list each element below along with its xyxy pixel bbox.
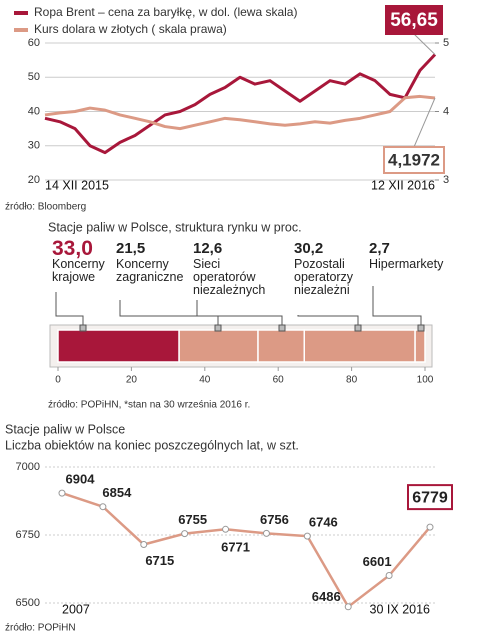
y-tick-label: 40 bbox=[28, 105, 40, 117]
x-tick-label: 30 IX 2016 bbox=[370, 602, 431, 616]
connector bbox=[55, 292, 84, 328]
x-tick-label: 0 bbox=[55, 375, 61, 386]
x-tick-label: 100 bbox=[417, 375, 434, 386]
x-tick-label: 40 bbox=[199, 375, 211, 386]
data-label: 6486 bbox=[312, 589, 341, 604]
y2-tick-label: 3 bbox=[443, 174, 449, 186]
source: źródło: POPiHN bbox=[5, 623, 76, 634]
legend-label: Ropa Brent – cena za baryłkę, w dol. (le… bbox=[34, 5, 297, 19]
source: źródło: Bloomberg bbox=[5, 202, 86, 213]
chart-title: Stacje paliw w Polsce bbox=[5, 422, 125, 436]
point bbox=[58, 489, 66, 497]
value-label: 4,1972 bbox=[388, 150, 440, 169]
point bbox=[385, 572, 393, 580]
segment-label: 2,7 Hipermarkety bbox=[369, 240, 449, 271]
legend-label: Kurs dolara w złotych ( skala prawa) bbox=[34, 22, 227, 36]
point bbox=[303, 532, 311, 540]
segment-label: 30,2 Pozostali operatorzy niezależni bbox=[294, 240, 360, 297]
data-label: 6715 bbox=[145, 553, 174, 568]
point bbox=[426, 523, 434, 531]
connector bbox=[196, 300, 283, 328]
label-leader bbox=[413, 97, 436, 148]
segment-value: 2,7 bbox=[369, 240, 390, 257]
segment-label: 21,5 Koncerny zagraniczne bbox=[116, 240, 188, 284]
value-label-box bbox=[407, 484, 453, 511]
y2-tick-label: 5 bbox=[443, 37, 449, 49]
connector bbox=[372, 286, 422, 328]
segment-name: Hipermarkety bbox=[369, 257, 444, 271]
value-label-box bbox=[383, 146, 445, 174]
bar-segment bbox=[257, 329, 306, 363]
connector-marker bbox=[278, 324, 286, 332]
segment-label: 33,0 Koncerny krajowe bbox=[52, 237, 112, 284]
x-tick-label: 80 bbox=[346, 375, 358, 386]
segment-value: 33,0 bbox=[52, 237, 93, 260]
y-tick-label: 20 bbox=[28, 174, 40, 186]
data-label: 6904 bbox=[66, 472, 96, 487]
data-label: 6771 bbox=[221, 540, 250, 555]
data-line bbox=[44, 53, 437, 155]
value-label-box bbox=[385, 5, 443, 35]
segment-name: Sieci operatorów niezależnych bbox=[193, 257, 266, 297]
y-tick-label: 6750 bbox=[16, 529, 40, 541]
x-tick-label: 12 XII 2016 bbox=[371, 178, 435, 192]
bar-segment bbox=[414, 329, 426, 363]
data-label: 6854 bbox=[102, 485, 132, 500]
segment-name: Koncerny krajowe bbox=[52, 257, 105, 284]
chart-title: Stacje paliw w Polsce, struktura rynku w… bbox=[48, 220, 302, 234]
data-label: 6755 bbox=[178, 512, 207, 527]
y-tick-label: 60 bbox=[28, 37, 40, 49]
source: źródło: POPiHN, *stan na 30 września 201… bbox=[48, 400, 250, 411]
x-tick-label: 20 bbox=[126, 375, 138, 386]
connector bbox=[119, 300, 219, 328]
segment-label: 12,6 Sieci operatorów niezależnych bbox=[193, 240, 283, 297]
segment-value: 12,6 bbox=[193, 240, 223, 257]
y-tick-label: 30 bbox=[28, 140, 40, 152]
segment-name: Pozostali operatorzy niezależni bbox=[294, 257, 354, 297]
connector bbox=[297, 315, 359, 328]
data-label: 6746 bbox=[309, 515, 338, 530]
connector-marker bbox=[417, 324, 425, 332]
data-label: 6601 bbox=[363, 554, 392, 569]
point bbox=[262, 529, 270, 537]
data-label: 6756 bbox=[260, 512, 289, 527]
x-tick-label: 14 XII 2015 bbox=[45, 178, 109, 192]
point bbox=[99, 503, 107, 511]
data-line bbox=[61, 491, 431, 609]
point bbox=[344, 603, 352, 611]
segment-name: Koncerny zagraniczne bbox=[116, 257, 184, 284]
chart-subtitle: Liczba obiektów na koniec poszczególnych… bbox=[5, 438, 299, 452]
y-tick-label: 7000 bbox=[16, 461, 40, 473]
x-tick-label: 60 bbox=[273, 375, 285, 386]
bar-segment bbox=[303, 329, 416, 363]
y-tick-label: 50 bbox=[28, 71, 40, 83]
y2-tick-label: 4 bbox=[443, 105, 449, 117]
connector-marker bbox=[214, 324, 222, 332]
y-tick-label: 6500 bbox=[16, 597, 40, 609]
data-label: 6779 bbox=[412, 489, 448, 506]
label-leader bbox=[413, 33, 436, 55]
x-tick-label: 2007 bbox=[62, 602, 90, 616]
bar-segment bbox=[178, 329, 259, 363]
connector-marker bbox=[79, 324, 87, 332]
point bbox=[181, 530, 189, 538]
connector-marker bbox=[354, 324, 362, 332]
point bbox=[222, 525, 230, 533]
point bbox=[140, 541, 148, 549]
bar-segment bbox=[57, 329, 180, 363]
segment-value: 21,5 bbox=[116, 240, 146, 257]
value-label: 56,65 bbox=[390, 10, 438, 31]
data-line bbox=[44, 94, 436, 131]
segment-value: 30,2 bbox=[294, 240, 324, 257]
